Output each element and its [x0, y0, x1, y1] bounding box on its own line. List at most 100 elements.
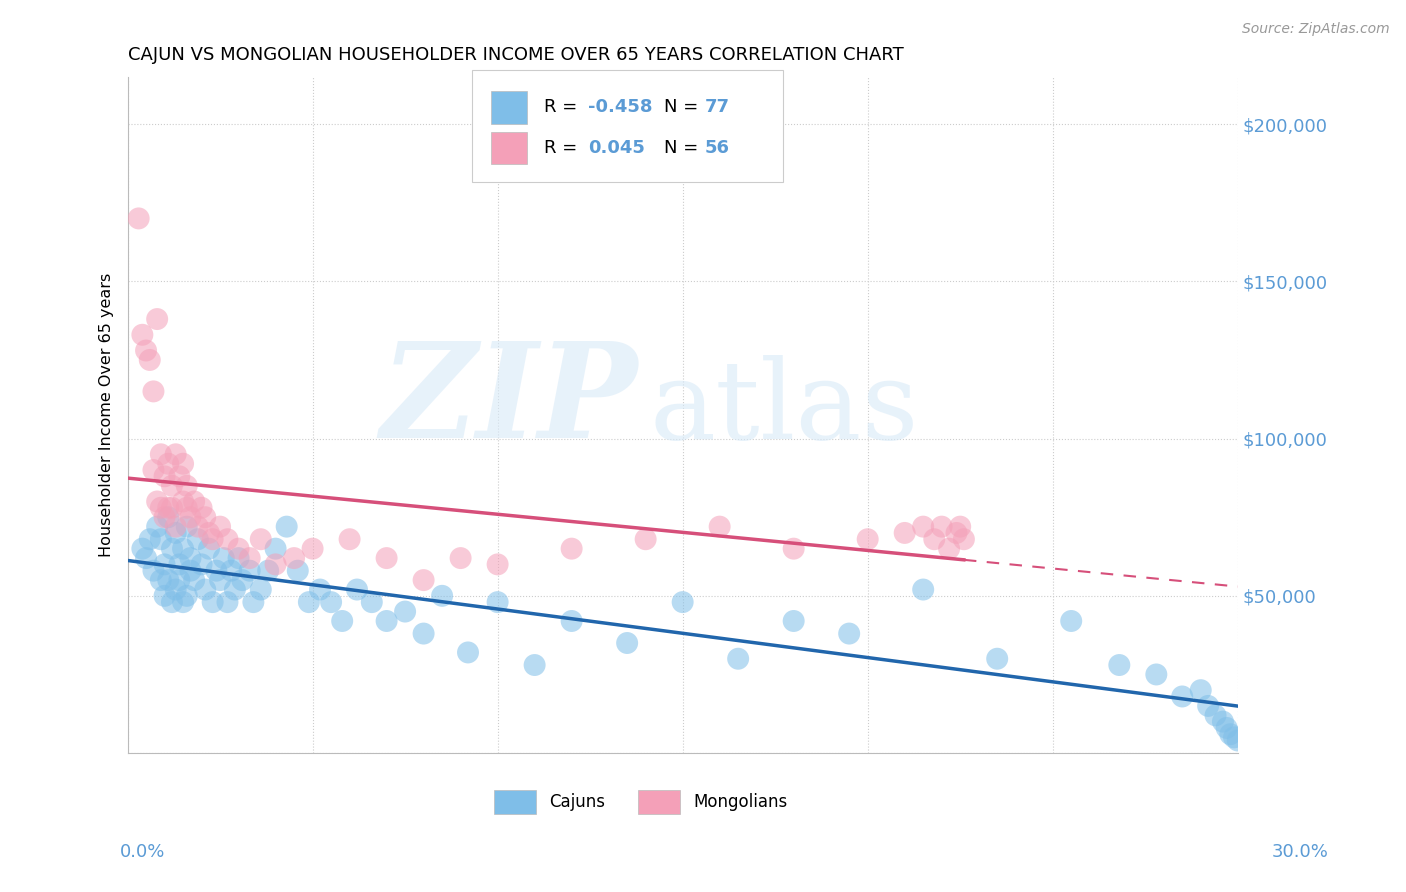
Point: [938, 541, 960, 556]
FancyBboxPatch shape: [638, 790, 681, 814]
Point: [169, 558, 191, 572]
Point: [239, 551, 262, 566]
Text: atlas: atlas: [650, 355, 920, 462]
Point: [157, 457, 180, 471]
Point: [217, 595, 239, 609]
Point: [212, 551, 235, 566]
Point: [242, 595, 264, 609]
Point: [1189, 683, 1212, 698]
Point: [257, 564, 280, 578]
Point: [1212, 714, 1234, 729]
Point: [165, 525, 187, 540]
Point: [176, 479, 198, 493]
Point: [194, 510, 217, 524]
Point: [153, 558, 176, 572]
Text: 56: 56: [704, 139, 730, 157]
Point: [949, 519, 972, 533]
Point: [249, 582, 271, 597]
Point: [139, 533, 162, 547]
Point: [727, 651, 749, 665]
Text: N =: N =: [664, 139, 704, 157]
Point: [142, 564, 165, 578]
Point: [209, 519, 232, 533]
Point: [228, 541, 250, 556]
Point: [945, 525, 967, 540]
FancyBboxPatch shape: [472, 70, 783, 182]
Point: [412, 573, 434, 587]
Point: [486, 558, 509, 572]
Point: [616, 636, 638, 650]
Point: [179, 510, 201, 524]
Point: [360, 595, 382, 609]
Text: -0.458: -0.458: [588, 98, 652, 116]
Point: [309, 582, 332, 597]
Point: [782, 614, 804, 628]
Point: [228, 551, 250, 566]
FancyBboxPatch shape: [494, 790, 536, 814]
Point: [634, 533, 657, 547]
Point: [219, 564, 242, 578]
Point: [172, 494, 194, 508]
Point: [160, 595, 183, 609]
Point: [179, 551, 201, 566]
Text: R =: R =: [544, 139, 589, 157]
Point: [157, 500, 180, 515]
Point: [198, 525, 221, 540]
Point: [931, 519, 953, 533]
Point: [339, 533, 361, 547]
Point: [912, 519, 935, 533]
Text: CAJUN VS MONGOLIAN HOUSEHOLDER INCOME OVER 65 YEARS CORRELATION CHART: CAJUN VS MONGOLIAN HOUSEHOLDER INCOME OV…: [128, 46, 903, 64]
Point: [1060, 614, 1083, 628]
Text: R =: R =: [544, 98, 583, 116]
Point: [375, 614, 398, 628]
Point: [561, 614, 583, 628]
Point: [301, 541, 323, 556]
Point: [346, 582, 368, 597]
Point: [176, 519, 198, 533]
Point: [709, 519, 731, 533]
Point: [239, 564, 262, 578]
Point: [1219, 727, 1241, 741]
Point: [201, 595, 224, 609]
Text: Mongolians: Mongolians: [693, 793, 787, 811]
Point: [205, 564, 228, 578]
Point: [190, 558, 212, 572]
Point: [131, 541, 153, 556]
Point: [149, 573, 172, 587]
Point: [672, 595, 695, 609]
Point: [924, 533, 946, 547]
Point: [1205, 708, 1227, 723]
FancyBboxPatch shape: [491, 91, 527, 124]
Point: [209, 573, 232, 587]
Point: [1223, 731, 1246, 745]
Point: [165, 519, 187, 533]
Point: [172, 595, 194, 609]
Point: [1215, 721, 1237, 735]
Text: N =: N =: [664, 98, 704, 116]
Point: [153, 589, 176, 603]
Text: Source: ZipAtlas.com: Source: ZipAtlas.com: [1241, 22, 1389, 37]
Point: [231, 573, 253, 587]
Point: [146, 312, 169, 326]
Point: [330, 614, 353, 628]
Point: [838, 626, 860, 640]
Point: [153, 510, 176, 524]
Point: [198, 541, 221, 556]
Point: [183, 573, 205, 587]
Point: [153, 469, 176, 483]
Point: [165, 447, 187, 461]
Point: [249, 533, 271, 547]
Text: 30.0%: 30.0%: [1272, 843, 1329, 861]
Point: [160, 541, 183, 556]
Point: [165, 582, 187, 597]
Point: [953, 533, 976, 547]
Point: [135, 343, 157, 358]
Point: [224, 582, 246, 597]
Point: [782, 541, 804, 556]
Point: [157, 510, 180, 524]
Point: [176, 500, 198, 515]
Point: [264, 558, 287, 572]
Text: 0.045: 0.045: [588, 139, 645, 157]
Point: [142, 463, 165, 477]
Point: [190, 500, 212, 515]
